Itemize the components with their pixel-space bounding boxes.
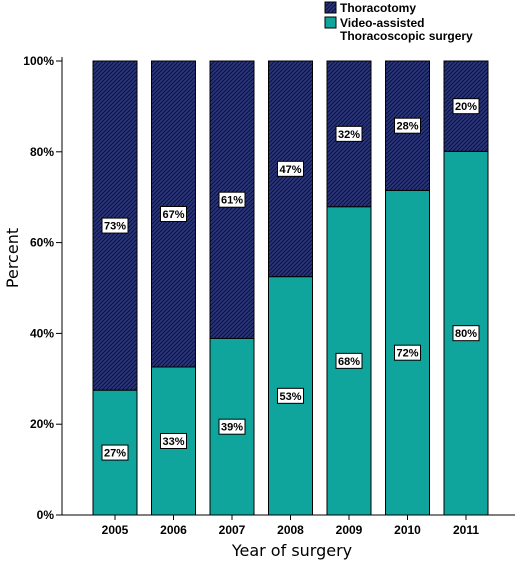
data-label-vats-2011-box: [452, 325, 480, 342]
bar-group-2006: 33% 67%: [151, 60, 196, 516]
x-tick-label: 2007: [219, 523, 246, 537]
data-label-thoracotomy-2011-box: [452, 98, 480, 115]
legend-swatch-thoracotomy: [324, 1, 337, 14]
y-tick-label: 40%: [30, 326, 54, 340]
bar-group-2007: 39% 61%: [209, 60, 255, 516]
x-tick-label: 2008: [277, 523, 304, 537]
y-tick-label: 60%: [30, 236, 54, 250]
data-label-thoracotomy-2008: 47%: [279, 164, 301, 176]
data-label-vats-2006-box: [160, 432, 187, 449]
bar-group-2005: 27% 73%: [92, 60, 138, 516]
y-tick-label: 20%: [30, 417, 54, 431]
y-tick-label: 0%: [37, 508, 55, 522]
data-label-thoracotomy-2010-box: [394, 117, 421, 134]
data-label-thoracotomy-2011: 20%: [455, 101, 477, 113]
data-label-vats-2008-box: [277, 387, 304, 404]
y-axis-title: Percent: [3, 228, 22, 288]
x-axis: 2005 2006 2007 2008 2009 2010 2011: [62, 514, 515, 537]
data-label-vats-2005: 27%: [104, 448, 126, 460]
x-axis-title: Year of surgery: [231, 541, 352, 560]
x-tick-label: 2006: [160, 523, 187, 537]
x-tick-label: 2005: [102, 523, 129, 537]
legend-label: Thoracoscopic surgery: [340, 29, 473, 43]
legend-label: Thoracotomy: [340, 1, 416, 15]
bar-group-2009: 68% 32%: [326, 60, 372, 516]
data-label-thoracotomy-2009: 32%: [338, 129, 360, 141]
data-label-thoracotomy-2008-box: [277, 160, 304, 177]
legend-label: Video-assisted: [340, 16, 424, 30]
bar-thoracotomy-2009: [326, 60, 372, 208]
data-label-thoracotomy-2005-box: [101, 217, 129, 234]
data-label-thoracotomy-2006-box: [160, 205, 187, 222]
data-label-vats-2010: 72%: [396, 348, 418, 360]
data-label-vats-2009: 68%: [338, 356, 360, 368]
bar-group-2008: 53% 47%: [268, 60, 313, 516]
y-tick-label: 80%: [30, 145, 54, 159]
x-tick-label: 2011: [453, 523, 479, 537]
bar-group-2011: 80% 20%: [443, 60, 489, 516]
data-label-vats-2009-box: [335, 352, 363, 369]
x-tick-label: 2010: [394, 523, 421, 537]
data-label-vats-2011: 80%: [455, 328, 477, 340]
data-label-vats-2008: 53%: [279, 391, 301, 403]
legend-swatch-vats: [324, 16, 337, 29]
data-label-thoracotomy-2010: 28%: [396, 121, 418, 133]
plot-area: 27% 73% 33% 67% 39% 61% 53% 47% 68% 32% 72% 28% 80% 2…: [92, 60, 489, 516]
data-label-thoracotomy-2009-box: [335, 125, 363, 142]
data-label-thoracotomy-2005: 73%: [104, 221, 126, 233]
data-label-thoracotomy-2007: 61%: [221, 195, 243, 207]
data-label-vats-2006: 33%: [162, 436, 184, 448]
y-axis: 0% 20% 40% 60% 80% 100%: [23, 54, 63, 522]
data-label-vats-2007: 39%: [221, 422, 243, 434]
data-label-vats-2007-box: [218, 418, 246, 435]
y-tick-label: 100%: [23, 54, 54, 68]
bar-group-2010: 72% 28%: [385, 60, 430, 516]
data-label-thoracotomy-2007-box: [218, 191, 246, 208]
data-label-vats-2005-box: [101, 444, 129, 461]
x-tick-label: 2009: [336, 523, 363, 537]
data-label-vats-2010-box: [394, 344, 421, 361]
data-label-thoracotomy-2006: 67%: [162, 209, 184, 221]
